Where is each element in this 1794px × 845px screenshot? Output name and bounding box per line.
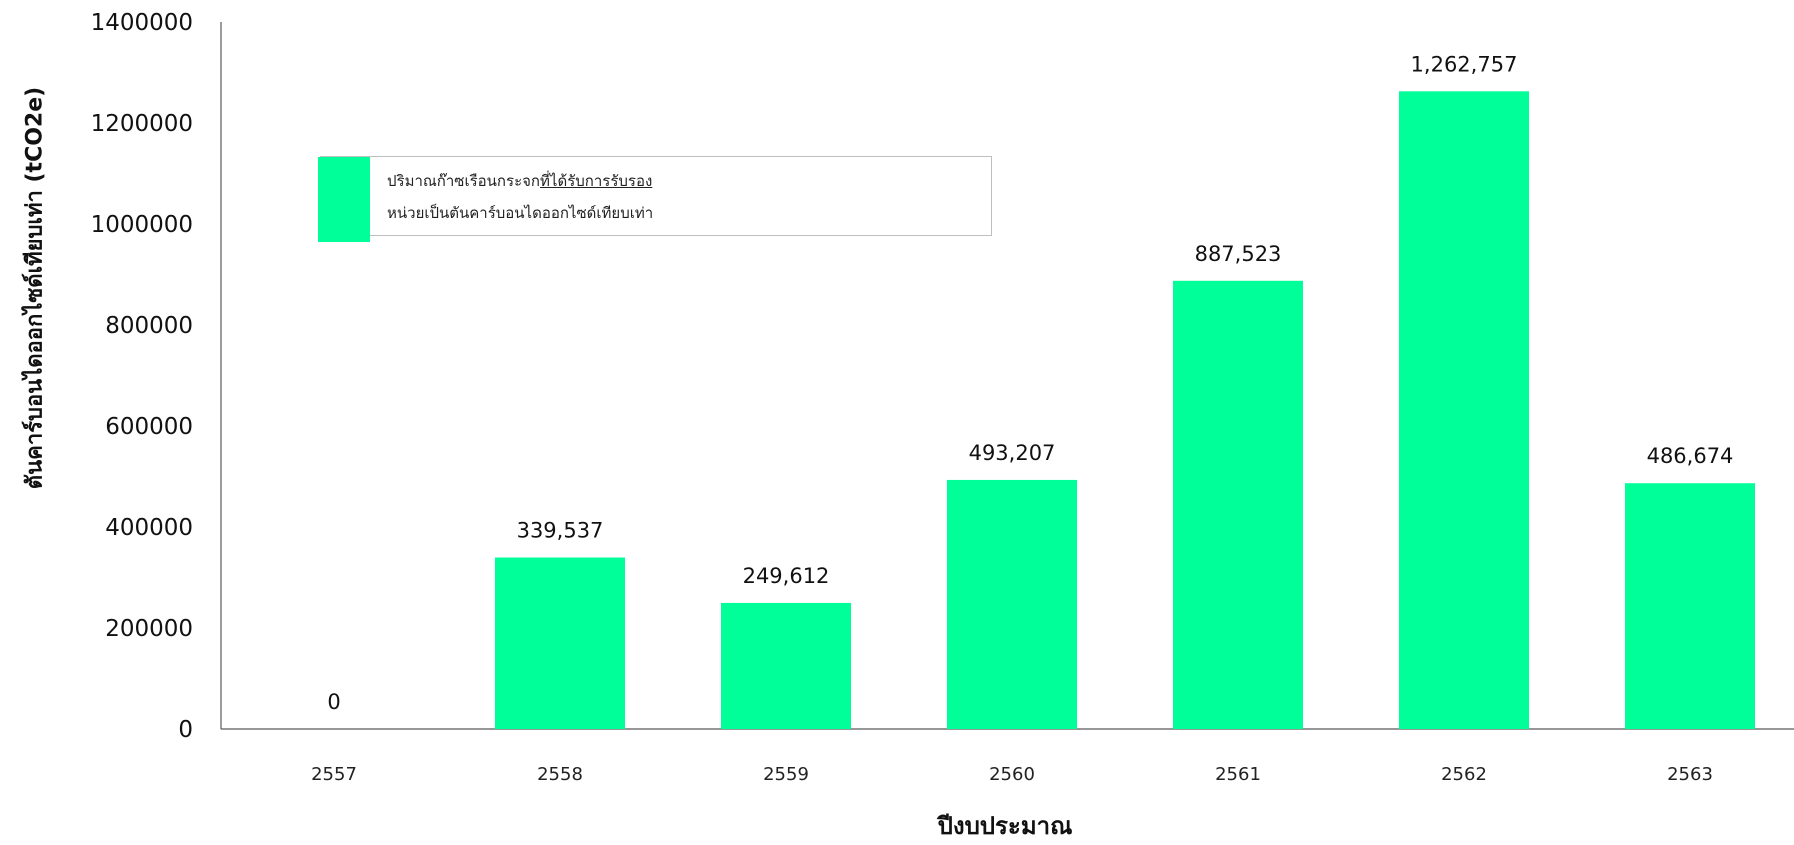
y-tick-label: 1400000 (91, 10, 193, 36)
x-tick-label: 2557 (311, 764, 357, 785)
data-label: 1,262,757 (1411, 52, 1518, 76)
data-labels: 0 339,537 249,612 493,207 887,523 1,262,757 48… (327, 52, 1733, 714)
legend-line-2: หน่วยเป็นตันคาร์บอนไดออกไซด์เทียบเท่า (387, 204, 654, 222)
y-tick-label: 200000 (105, 616, 193, 642)
legend-swatch (318, 157, 370, 242)
bar (721, 602, 851, 729)
x-tick-label: 2560 (989, 764, 1035, 785)
y-tick-label: 600000 (105, 414, 193, 440)
y-tick-label: 1200000 (91, 111, 193, 137)
legend-line-1-underlined: ที่ได้รับการรับรอง (540, 172, 653, 190)
data-label: 339,537 (517, 519, 604, 543)
data-label: 486,674 (1647, 444, 1734, 468)
legend-line-1: ปริมาณก๊าซเรือนกระจกที่ได้รับการรับรอง (387, 169, 652, 193)
bar (947, 479, 1077, 729)
x-axis-title: ปีงบประมาณ (937, 812, 1073, 840)
x-tick-label: 2562 (1441, 764, 1487, 785)
x-tick-label: 2559 (763, 764, 809, 785)
y-tick-label: 400000 (105, 515, 193, 541)
x-tick-label: 2561 (1215, 764, 1261, 785)
y-tick-label: 0 (178, 717, 193, 743)
y-axis-title-text: ตันคาร์บอนไดออกไซด์เทียบเท่า (tCO2e) (22, 86, 48, 490)
bar (495, 557, 625, 729)
y-tick-label: 800000 (105, 313, 193, 339)
legend-line-1-prefix: ปริมาณก๊าซเรือนกระจก (387, 172, 541, 190)
y-axis-ticks: 0 200000 400000 600000 800000 1000000 1200000 1… (91, 10, 193, 743)
legend (320, 156, 992, 236)
data-label: 0 (327, 690, 340, 714)
data-label: 249,612 (743, 564, 830, 588)
data-label: 493,207 (969, 441, 1056, 465)
x-tick-label: 2558 (537, 764, 583, 785)
bar (1399, 91, 1529, 729)
y-tick-label: 1000000 (91, 212, 193, 238)
bar (1173, 280, 1303, 729)
x-tick-label: 2563 (1667, 764, 1713, 785)
data-label: 887,523 (1195, 242, 1282, 266)
bars (495, 91, 1755, 729)
x-axis-ticks: 2557 2558 2559 2560 2561 2562 2563 (311, 764, 1713, 785)
bar (1625, 483, 1755, 729)
